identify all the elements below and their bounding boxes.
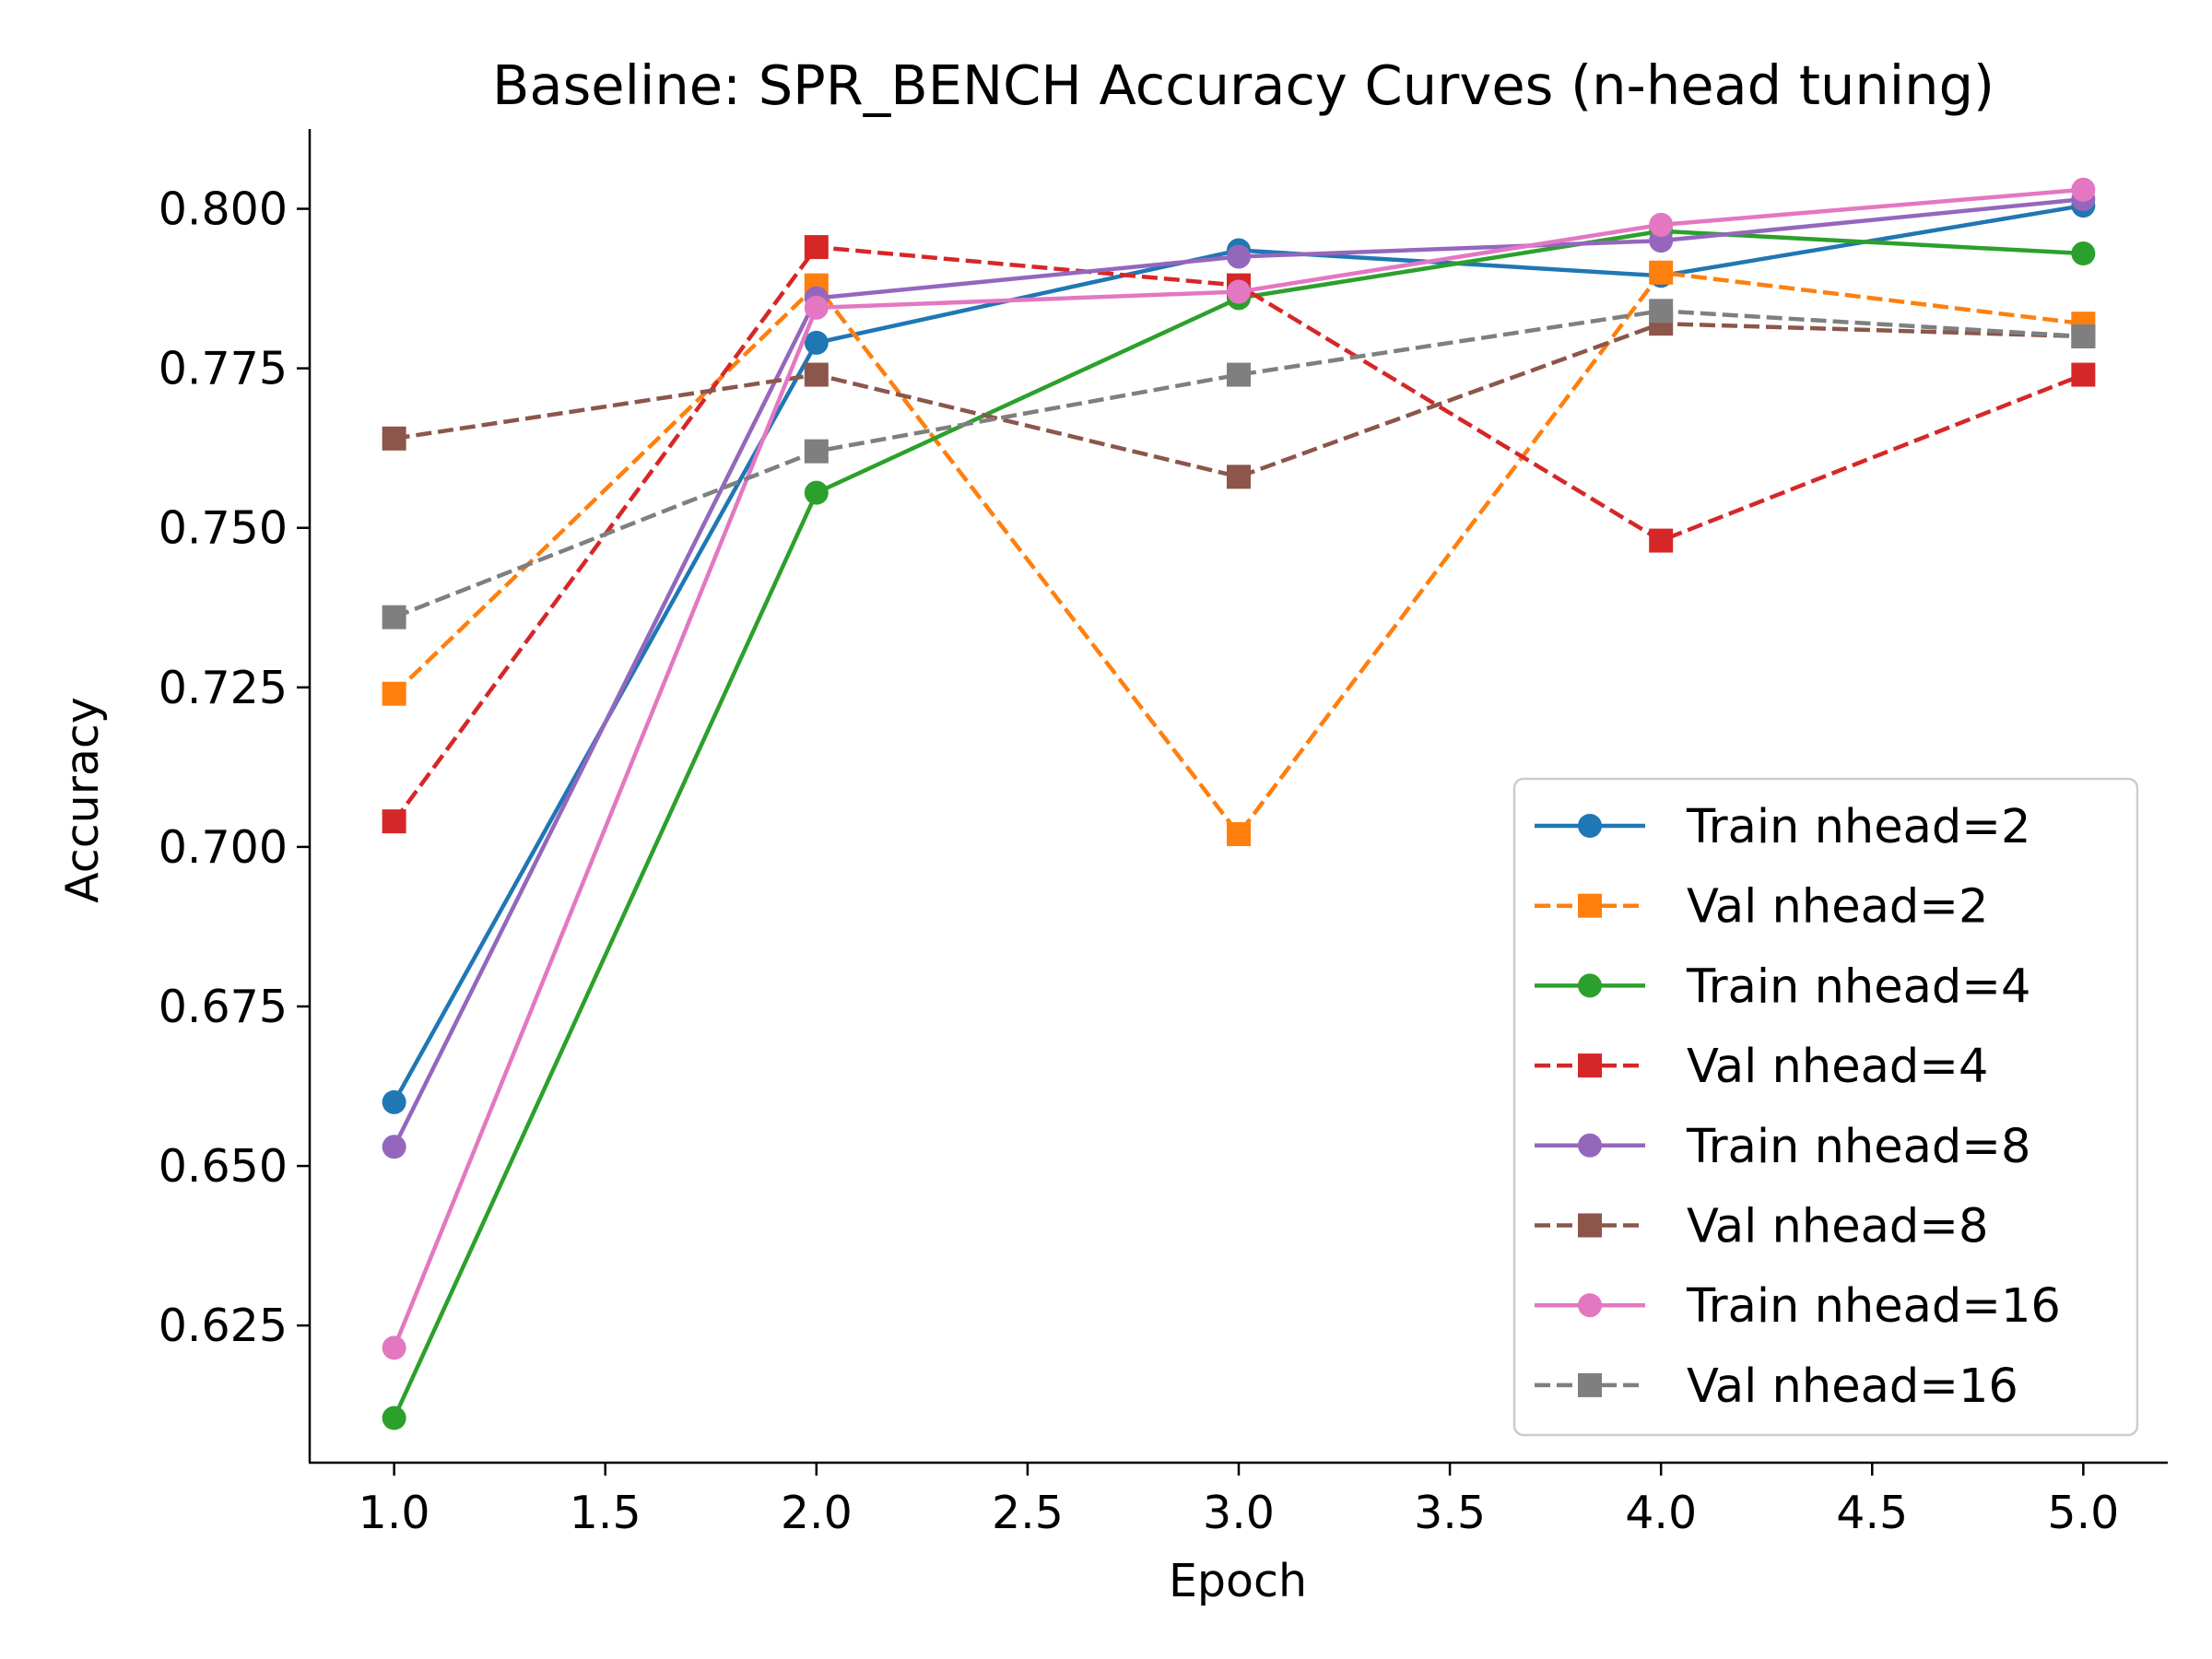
data-point xyxy=(804,235,829,260)
data-point xyxy=(804,362,829,387)
x-tick-label: 2.5 xyxy=(992,1487,1064,1539)
x-tick-label: 3.0 xyxy=(1203,1487,1275,1539)
legend-frame xyxy=(1512,777,2139,1437)
y-tick-label: 0.775 xyxy=(159,343,288,395)
legend-marker xyxy=(1578,1133,1602,1158)
data-point xyxy=(1649,212,1674,237)
legend-entry: Val nhead=4 xyxy=(1535,1040,1988,1094)
data-point xyxy=(382,1135,406,1159)
data-point xyxy=(804,439,829,464)
legend-label: Val nhead=16 xyxy=(1687,1359,2018,1414)
y-tick-label: 0.700 xyxy=(159,821,288,874)
data-point xyxy=(1649,528,1674,553)
legend-marker xyxy=(1578,814,1602,838)
data-point xyxy=(2071,241,2096,266)
data-point xyxy=(382,809,406,834)
data-point xyxy=(382,1335,406,1360)
x-tick-label: 3.5 xyxy=(1414,1487,1486,1539)
series-val-nhead-8 xyxy=(382,312,2096,489)
data-point xyxy=(1649,260,1674,285)
y-tick-label: 0.625 xyxy=(159,1300,288,1352)
legend-marker xyxy=(1578,1293,1602,1318)
x-tick-label: 1.5 xyxy=(570,1487,641,1539)
x-tick-label: 4.0 xyxy=(1625,1487,1697,1539)
legend-label: Train nhead=4 xyxy=(1686,959,2030,1014)
data-point xyxy=(1227,822,1251,847)
series-line xyxy=(393,309,2084,619)
legend-label: Train nhead=2 xyxy=(1686,800,2030,854)
y-tick-label: 0.725 xyxy=(159,662,288,714)
series-train-nhead-8 xyxy=(382,187,2096,1159)
data-point xyxy=(1227,362,1251,387)
data-point xyxy=(1227,244,1251,269)
legend-label: Val nhead=8 xyxy=(1687,1200,1988,1254)
x-axis-label: Epoch xyxy=(1169,1555,1307,1607)
data-point xyxy=(1227,279,1251,304)
legend-entry: Val nhead=8 xyxy=(1535,1200,1988,1254)
legend-entry: Train nhead=4 xyxy=(1535,959,2030,1014)
data-point xyxy=(804,295,829,320)
y-tick-label: 0.750 xyxy=(159,502,288,555)
x-tick-label: 1.0 xyxy=(359,1487,430,1539)
data-point xyxy=(1649,299,1674,324)
legend-marker xyxy=(1578,1372,1602,1397)
legend-label: Train nhead=16 xyxy=(1686,1279,2061,1334)
data-point xyxy=(382,1089,406,1114)
data-point xyxy=(804,480,829,505)
series-train-nhead-16 xyxy=(382,177,2096,1360)
legend-entry: Train nhead=2 xyxy=(1535,800,2030,854)
legend-entry: Val nhead=16 xyxy=(1535,1359,2018,1414)
series-line xyxy=(393,270,2084,837)
legend-entry: Train nhead=8 xyxy=(1535,1120,2030,1174)
chart-title: Baseline: SPR_BENCH Accuracy Curves (n-h… xyxy=(492,53,1994,117)
x-ticks: 1.0 1.5 2.0 2.5 3.0 3.5 4.0 4.5 5.0 xyxy=(359,1463,2119,1539)
y-ticks: 0.625 0.650 0.675 0.700 0.725 0.750 0.775 0.800 xyxy=(159,183,310,1352)
legend-marker xyxy=(1578,1053,1602,1078)
data-point xyxy=(382,1406,406,1430)
legend-marker xyxy=(1578,893,1602,918)
data-point xyxy=(804,330,829,355)
data-point xyxy=(1227,465,1251,489)
y-tick-label: 0.800 xyxy=(159,183,288,236)
series-line xyxy=(392,244,2085,823)
legend-marker xyxy=(1578,973,1602,998)
y-axis-label: Accuracy xyxy=(56,697,109,903)
legend-marker xyxy=(1578,1213,1602,1238)
data-point xyxy=(382,681,406,706)
legend-entries: Train nhead=2 Val nhead=2 Train nhead=4 Val… xyxy=(1535,800,2061,1414)
legend: Train nhead=2 Val nhead=2 Train nhead=4 Val… xyxy=(1512,777,2139,1437)
legend-label: Train nhead=8 xyxy=(1686,1120,2030,1174)
data-point xyxy=(382,605,406,629)
data-point xyxy=(2071,324,2096,349)
series-val-nhead-16 xyxy=(382,299,2096,629)
series-val-nhead-2 xyxy=(382,260,2096,847)
y-tick-label: 0.675 xyxy=(159,981,288,1033)
legend-entry: Val nhead=2 xyxy=(1535,880,1988,935)
legend-label: Val nhead=2 xyxy=(1687,880,1988,935)
x-tick-label: 4.5 xyxy=(1836,1487,1908,1539)
x-tick-label: 5.0 xyxy=(2047,1487,2119,1539)
legend-entry: Train nhead=16 xyxy=(1535,1279,2061,1334)
data-point xyxy=(2071,177,2096,202)
legend-label: Val nhead=4 xyxy=(1687,1040,1988,1094)
data-point xyxy=(2071,362,2096,387)
data-point xyxy=(382,426,406,451)
series-line xyxy=(394,321,2084,479)
x-tick-label: 2.0 xyxy=(781,1487,853,1539)
y-tick-label: 0.650 xyxy=(159,1140,288,1193)
series-layer xyxy=(382,177,2096,1430)
